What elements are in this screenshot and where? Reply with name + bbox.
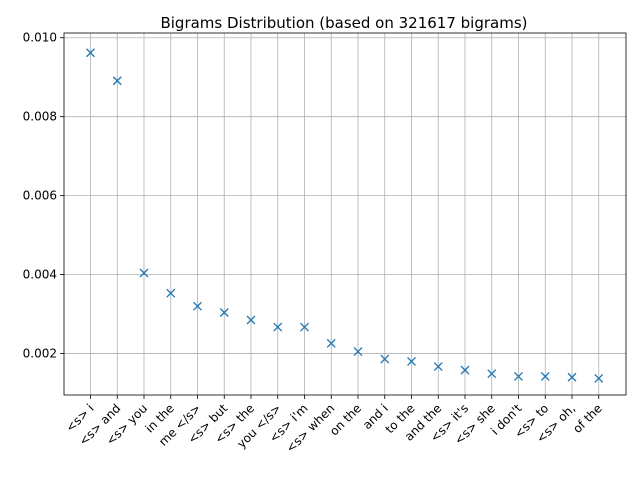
- marker-layer: [86, 48, 604, 383]
- data-point-stroke: [380, 354, 390, 364]
- y-tick-label: 0.010: [23, 31, 57, 45]
- data-point: [166, 288, 176, 298]
- data-point-stroke: [219, 308, 229, 317]
- data-point-stroke: [594, 373, 604, 383]
- data-point-stroke: [300, 322, 309, 332]
- y-tick-label: 0.004: [23, 268, 57, 282]
- data-point: [433, 362, 443, 372]
- data-point-stroke: [273, 322, 283, 332]
- data-point: [514, 371, 523, 381]
- data-point-stroke: [166, 288, 176, 298]
- data-point: [540, 371, 550, 381]
- data-point: [300, 322, 309, 332]
- data-point-stroke: [407, 356, 416, 366]
- data-point: [460, 365, 470, 375]
- data-point: [112, 76, 122, 86]
- grid-layer: [64, 33, 626, 395]
- data-point: [487, 369, 497, 379]
- y-tick-label: 0.002: [23, 347, 57, 361]
- data-point-stroke: [353, 347, 363, 357]
- data-point: [407, 356, 416, 366]
- data-point-stroke: [326, 338, 336, 348]
- data-point-stroke: [246, 315, 256, 325]
- data-point: [380, 354, 390, 364]
- data-point-stroke: [139, 268, 149, 278]
- data-point: [567, 372, 577, 382]
- y-tick-label: 0.006: [23, 189, 57, 203]
- data-point: [193, 301, 202, 311]
- data-point: [273, 322, 283, 332]
- data-point-stroke: [487, 369, 497, 379]
- data-point-stroke: [86, 48, 95, 58]
- data-point: [139, 268, 149, 278]
- data-point-stroke: [460, 365, 470, 375]
- data-point: [353, 347, 363, 357]
- data-point: [86, 48, 95, 58]
- data-point: [594, 373, 604, 383]
- data-point-stroke: [567, 372, 577, 382]
- data-point-stroke: [112, 76, 122, 86]
- data-point-stroke: [193, 301, 202, 311]
- plot-frame: [63, 32, 627, 396]
- data-point-stroke: [433, 362, 443, 372]
- y-tick-label: 0.008: [23, 110, 57, 124]
- data-point-stroke: [540, 371, 550, 381]
- data-point: [219, 308, 229, 317]
- chart-title: Bigrams Distribution (based on 321617 bi…: [160, 14, 527, 32]
- data-point: [246, 315, 256, 325]
- data-point-stroke: [514, 371, 523, 381]
- data-point: [326, 338, 336, 348]
